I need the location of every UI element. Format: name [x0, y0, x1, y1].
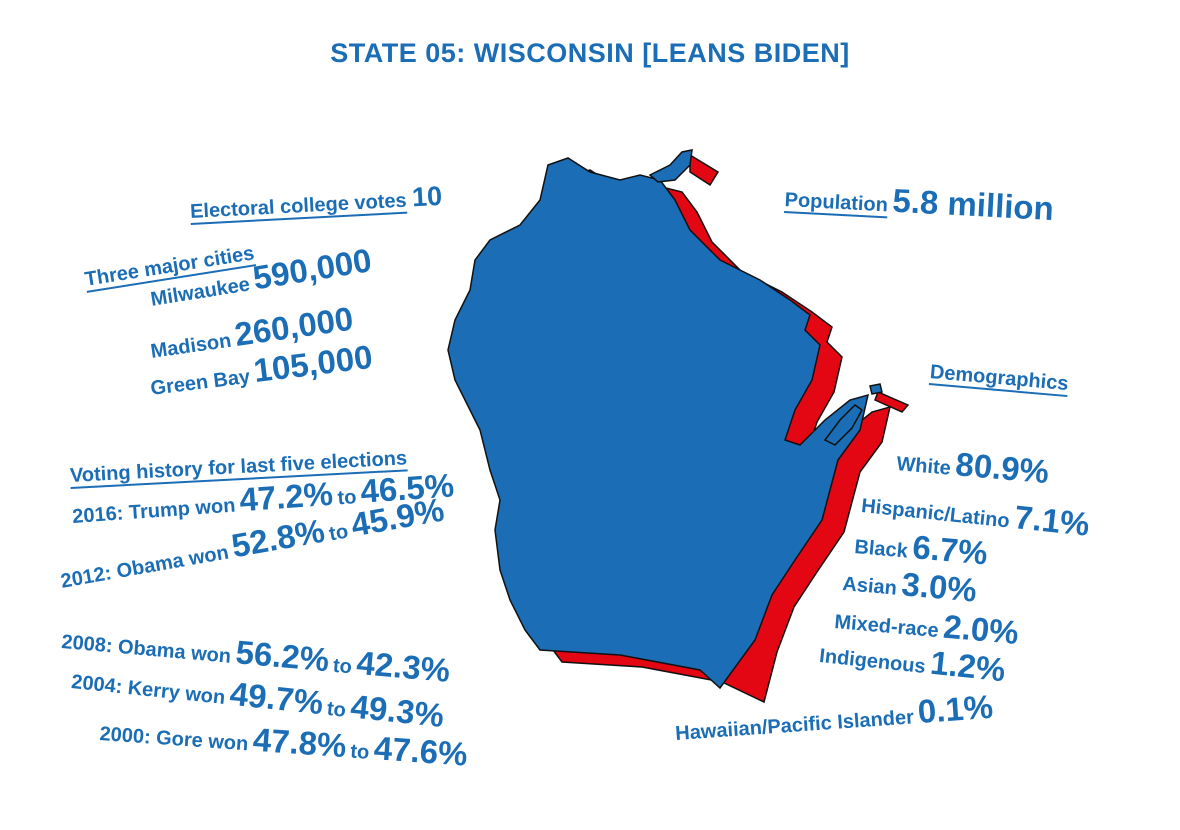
demo-value: 7.1%: [1012, 498, 1092, 543]
demo-label: Asian: [841, 573, 898, 600]
apostle-islands-shape: [648, 149, 693, 183]
winner-pct: 47.8%: [251, 720, 348, 765]
wisconsin-state-shape: [447, 157, 870, 690]
vote-connector: to: [349, 740, 371, 764]
wisconsin-peninsula-shadow: [689, 153, 910, 413]
demo-value: 2.0%: [941, 607, 1021, 651]
vote-connector: to: [332, 654, 353, 679]
page-title: STATE 05: WISCONSIN [LEANS BIDEN]: [330, 38, 850, 68]
vote-connector: to: [325, 697, 347, 722]
demo-label: White: [895, 453, 952, 480]
door-peninsula-shape: [823, 404, 863, 446]
demo-value: 0.1%: [916, 687, 995, 730]
demo-value: 1.2%: [928, 643, 1008, 689]
demo-value: 3.0%: [900, 565, 979, 609]
electoral-votes-value: 10: [411, 180, 443, 213]
vote-connector: to: [327, 520, 350, 546]
demo-value: 6.7%: [910, 528, 990, 572]
demo-label: Black: [853, 536, 909, 563]
washington-island-shape: [869, 383, 883, 395]
loser-pct: 47.6%: [372, 729, 469, 773]
